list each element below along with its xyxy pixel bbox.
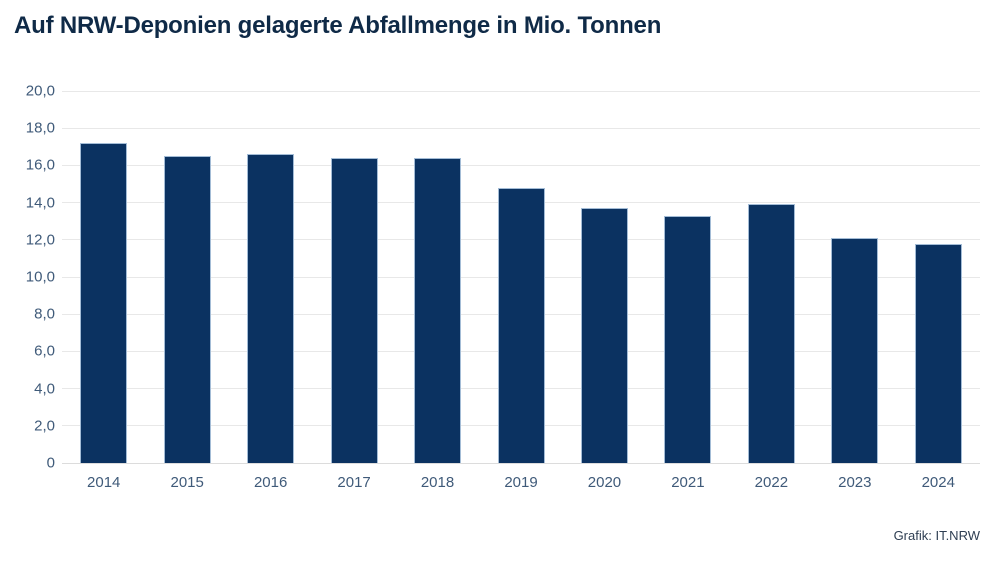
gridline	[62, 164, 980, 166]
chart-title: Auf NRW-Deponien gelagerte Abfallmenge i…	[14, 12, 662, 39]
bar-2022	[747, 204, 795, 463]
y-tick-label: 18,0	[25, 119, 55, 137]
y-tick-label: 8,0	[34, 305, 55, 323]
credit-label: Grafik: IT.NRW	[893, 528, 980, 543]
gridline	[62, 90, 980, 92]
bar-2017	[330, 157, 378, 463]
bar-2024	[914, 243, 962, 463]
y-tick-label: 2,0	[34, 417, 55, 435]
y-axis: 20,0 18,0 16,0 14,0 12,0 10,0 8,0 6,0 4,0 2,0 0	[0, 83, 55, 472]
bar-2018	[414, 157, 462, 463]
y-tick-label: 20,0	[25, 82, 55, 100]
bar-2021	[664, 215, 712, 463]
plot-area	[62, 90, 980, 464]
x-tick-label: 2020	[587, 474, 622, 491]
x-tick-label: 2015	[170, 474, 204, 491]
bar-2020	[580, 208, 628, 463]
bar-2019	[497, 187, 545, 463]
x-tick-label: 2018	[420, 474, 455, 491]
y-tick-label: 12,0	[25, 231, 55, 249]
x-tick-label: 2019	[504, 474, 538, 491]
x-tick-label: 2017	[337, 474, 371, 491]
x-axis: 2014 2015 2016 2017 2018 2019 2020 2021 2022 2023…	[62, 474, 980, 500]
y-tick-label: 6,0	[34, 342, 55, 360]
y-tick-label: 10,0	[25, 268, 55, 286]
x-axis-baseline	[62, 462, 980, 464]
x-tick-label: 2014	[87, 474, 121, 491]
y-tick-label: 14,0	[25, 194, 55, 212]
bar-2015	[163, 156, 211, 463]
x-tick-label: 2021	[671, 474, 705, 491]
x-tick-label: 2024	[921, 474, 955, 491]
x-tick-label: 2016	[253, 474, 288, 491]
bar-2014	[80, 143, 128, 463]
bar-2023	[831, 237, 879, 463]
y-tick-label: 16,0	[25, 156, 55, 174]
y-tick-label: 4,0	[34, 380, 55, 398]
bar-2016	[247, 154, 295, 463]
x-tick-label: 2022	[754, 474, 789, 491]
x-tick-label: 2023	[838, 474, 872, 491]
y-tick-label: 0	[46, 454, 55, 472]
gridline	[62, 127, 980, 129]
